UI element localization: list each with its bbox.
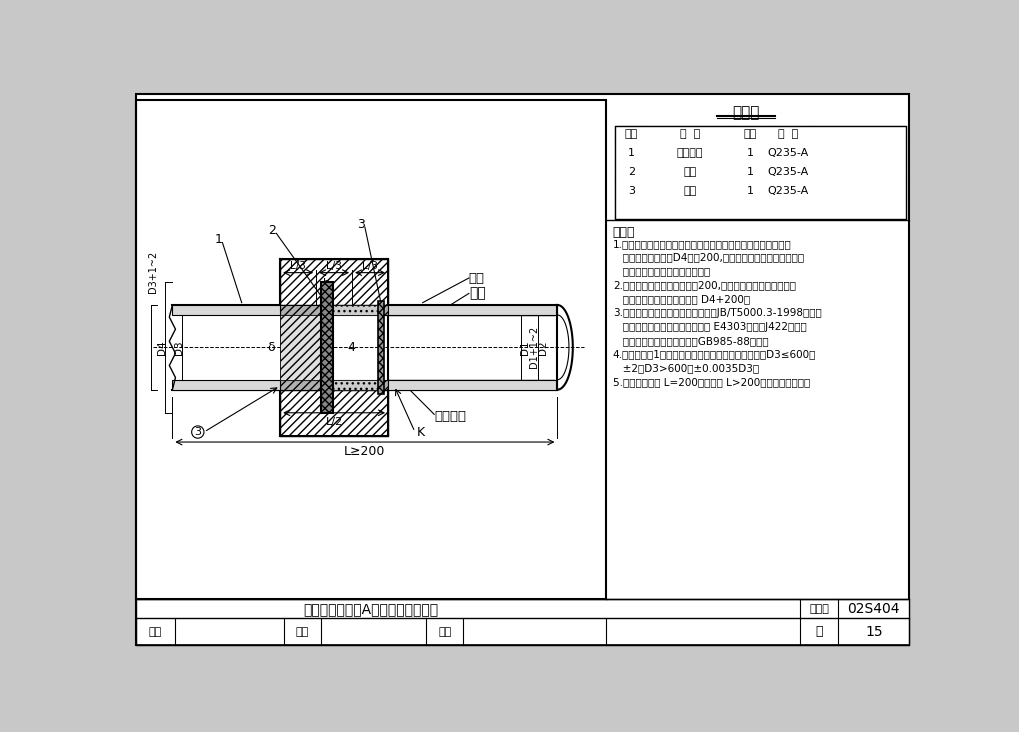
Text: ±2，D3>600，±0.0035D3。: ±2，D3>600，±0.0035D3。 <box>612 364 758 373</box>
Text: 15: 15 <box>864 625 881 639</box>
Text: L/3: L/3 <box>362 261 378 271</box>
Bar <box>280 389 387 436</box>
Bar <box>321 282 332 413</box>
Text: L/3: L/3 <box>326 261 341 271</box>
Bar <box>387 380 556 389</box>
Text: D4: D4 <box>157 340 166 354</box>
Text: 钢制套管: 钢制套管 <box>676 148 702 158</box>
Text: 1: 1 <box>628 148 634 158</box>
Text: 厚。加厚部分的直径至少为 D4+200。: 厚。加厚部分的直径至少为 D4+200。 <box>612 294 749 305</box>
Bar <box>172 305 280 389</box>
Text: 1: 1 <box>746 187 753 196</box>
Text: L/2: L/2 <box>325 417 342 427</box>
Bar <box>280 259 387 305</box>
Text: 挡圈: 挡圈 <box>683 187 696 196</box>
Text: 02S404: 02S404 <box>847 602 899 616</box>
Text: 序号: 序号 <box>624 130 637 139</box>
Text: 石棉水泥: 石棉水泥 <box>434 410 466 423</box>
Text: 名  称: 名 称 <box>679 130 699 139</box>
Text: 翼环: 翼环 <box>683 167 696 177</box>
Text: D2: D2 <box>537 340 547 354</box>
Text: 2.穿管处混凝土墙厚应不小于200,否则应使墙壁一边或两边加: 2.穿管处混凝土墙厚应不小于200,否则应使墙壁一边或两边加 <box>612 280 795 291</box>
Text: 4: 4 <box>347 341 356 354</box>
Bar <box>332 305 378 315</box>
Text: 审核: 审核 <box>149 627 162 637</box>
Text: 设计: 设计 <box>438 627 451 637</box>
Text: 2: 2 <box>268 224 276 236</box>
Text: 页: 页 <box>814 625 822 638</box>
Text: 4.当套管（件1）采用卷制成型时，周长允许偏差为：D3≤600，: 4.当套管（件1）采用卷制成型时，周长允许偏差为：D3≤600， <box>612 350 815 359</box>
Bar <box>172 380 280 389</box>
Text: 钢管: 钢管 <box>469 286 485 300</box>
Text: 3: 3 <box>194 427 201 437</box>
Text: 1.套管穿墙处如遇非混凝土墙壁时，应改用混凝土墙壁，其浇注: 1.套管穿墙处如遇非混凝土墙壁时，应改用混凝土墙壁，其浇注 <box>612 239 791 249</box>
Text: 校对: 校对 <box>296 627 309 637</box>
Bar <box>332 380 378 389</box>
Text: L≥200: L≥200 <box>343 445 385 458</box>
Text: D3+1~2: D3+1~2 <box>148 251 158 294</box>
Text: 1: 1 <box>746 167 753 177</box>
Bar <box>387 305 556 315</box>
Bar <box>172 305 280 315</box>
Text: 油麻: 油麻 <box>469 272 484 285</box>
Text: Q235-A: Q235-A <box>766 148 807 158</box>
Text: 焊接采用手工电弧焊，焊条型号 E4303，牌号J422。焊缝: 焊接采用手工电弧焊，焊条型号 E4303，牌号J422。焊缝 <box>612 322 806 332</box>
Text: 3.焊接结构尺寸公差与形位公差按照JB/T5000.3-1998执行。: 3.焊接结构尺寸公差与形位公差按照JB/T5000.3-1998执行。 <box>612 308 820 318</box>
Text: D1+1~2: D1+1~2 <box>528 326 538 368</box>
Text: 刚性防水套管（A型）安装图（一）: 刚性防水套管（A型）安装图（一） <box>304 602 438 616</box>
Text: 数量: 数量 <box>743 130 756 139</box>
Text: 3: 3 <box>357 217 365 231</box>
Text: D1: D1 <box>520 340 530 354</box>
Bar <box>280 315 321 380</box>
Text: 内。套管内的填料应紧密捣实。: 内。套管内的填料应紧密捣实。 <box>612 266 709 277</box>
Bar <box>378 301 384 394</box>
Text: 说明：: 说明： <box>612 226 635 239</box>
Bar <box>614 126 905 219</box>
Bar <box>137 100 605 599</box>
Bar <box>280 380 387 389</box>
Bar <box>280 305 387 315</box>
Text: δ: δ <box>267 341 274 354</box>
Text: 1: 1 <box>214 233 222 246</box>
Text: 图集号: 图集号 <box>808 604 828 613</box>
Text: 2: 2 <box>627 167 634 177</box>
Circle shape <box>192 426 204 438</box>
Text: 材料表: 材料表 <box>732 105 759 120</box>
Text: K: K <box>417 425 425 438</box>
Text: 材  料: 材 料 <box>776 130 797 139</box>
Text: 3: 3 <box>628 187 634 196</box>
Text: Q235-A: Q235-A <box>766 187 807 196</box>
Text: 1: 1 <box>746 148 753 158</box>
Text: 围应比翼环直径（D4）大200,而且必须将套管一次浇固于墙: 围应比翼环直径（D4）大200,而且必须将套管一次浇固于墙 <box>612 253 803 263</box>
Text: D3: D3 <box>173 340 183 354</box>
Bar <box>137 599 908 646</box>
Text: Q235-A: Q235-A <box>766 167 807 177</box>
Text: b: b <box>323 278 330 288</box>
Text: 坡口的基本形式与尺寸按照GB985-88执行。: 坡口的基本形式与尺寸按照GB985-88执行。 <box>612 336 767 346</box>
Text: L/3: L/3 <box>290 261 306 271</box>
Text: 5.套管的重量以 L=200计算，当 L>200时，应另行计算。: 5.套管的重量以 L=200计算，当 L>200时，应另行计算。 <box>612 378 809 387</box>
